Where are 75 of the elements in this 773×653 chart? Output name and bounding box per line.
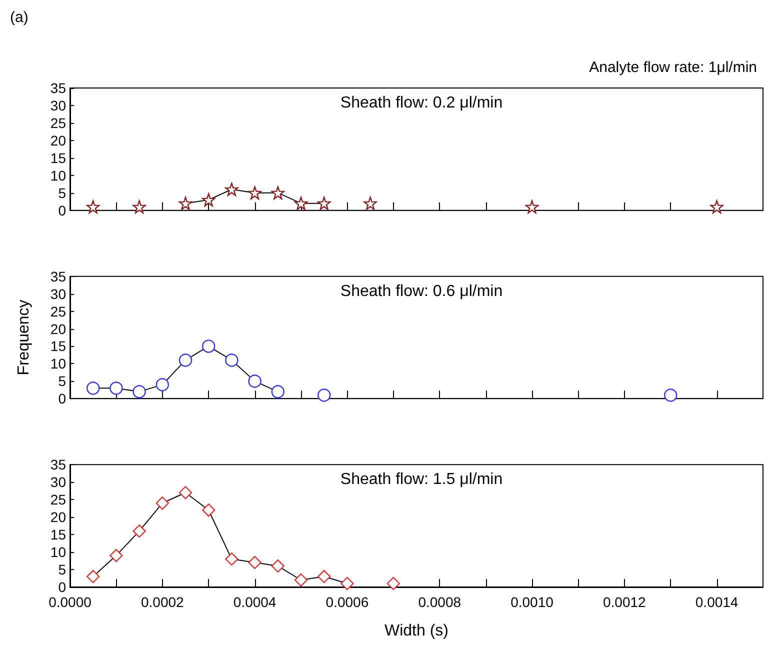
y-tick-label: 5 <box>58 373 66 390</box>
point <box>318 570 331 584</box>
y-tick-label: 25 <box>50 303 66 320</box>
point <box>178 486 192 500</box>
point <box>525 200 539 214</box>
point <box>225 552 238 566</box>
point <box>202 193 216 206</box>
y-axis-title: Frequency <box>16 300 32 376</box>
y-tick-label: 0 <box>58 390 66 407</box>
y-tick-label: 5 <box>58 562 66 578</box>
chart-title: Sheath flow: 1.5 μl/min <box>340 471 503 488</box>
point <box>318 196 331 210</box>
y-tick-label: 25 <box>50 492 66 508</box>
x-tick-label: 0.0010 <box>510 594 554 610</box>
point <box>271 385 284 398</box>
point <box>386 576 400 590</box>
point <box>156 496 169 510</box>
y-tick-label: 0 <box>58 202 66 218</box>
y-tick-label: 35 <box>50 456 66 473</box>
y-tick-label: 30 <box>50 474 66 490</box>
point <box>225 354 238 367</box>
point <box>271 186 284 200</box>
y-tick-label: 10 <box>50 167 66 184</box>
y-tick-label: 30 <box>50 286 66 302</box>
point <box>294 196 308 210</box>
point <box>132 524 146 538</box>
point <box>86 200 100 214</box>
point <box>132 200 146 214</box>
point <box>202 340 216 353</box>
point <box>202 504 216 517</box>
point <box>248 556 262 570</box>
y-tick-label: 0 <box>58 579 66 595</box>
y-tick-label: 20 <box>50 320 66 337</box>
point <box>156 378 169 392</box>
point <box>178 196 192 210</box>
point <box>318 388 331 402</box>
point <box>294 573 308 587</box>
y-tick-label: 15 <box>50 150 66 166</box>
text: Analyte flow rate: 1μl/min <box>589 59 758 76</box>
point <box>248 186 262 200</box>
chart-title: Sheath flow: 0.6 μl/min <box>340 282 503 300</box>
y-tick-label: 35 <box>50 268 66 284</box>
x-tick-label: 0.0002 <box>140 594 184 610</box>
point <box>110 548 123 562</box>
point <box>225 182 238 196</box>
point <box>364 196 377 210</box>
point <box>340 576 354 590</box>
chart-title: Sheath flow: 0.2 μl/min <box>340 94 503 112</box>
x-tick-label: 0.0008 <box>418 594 462 610</box>
x-tick-label: 0.0006 <box>326 594 369 610</box>
point <box>664 388 678 402</box>
point <box>86 570 100 584</box>
text: (a) <box>10 9 28 26</box>
y-tick-label: 35 <box>50 80 66 96</box>
y-tick-label: 10 <box>50 356 66 372</box>
y-tick-label: 20 <box>50 132 66 148</box>
point <box>86 382 100 395</box>
point <box>110 382 123 395</box>
point <box>132 385 146 398</box>
x-tick-label: 0.0000 <box>48 594 92 610</box>
y-tick-label: 15 <box>50 526 66 543</box>
x-tick-label: 0.0012 <box>602 594 646 610</box>
y-tick-label: 20 <box>50 509 66 526</box>
y-tick-label: 10 <box>50 544 66 560</box>
point <box>178 354 192 367</box>
y-tick-label: 25 <box>50 114 66 131</box>
y-tick-label: 5 <box>58 184 66 201</box>
y-tick-label: 15 <box>50 338 66 354</box>
x-tick-label: 0.0014 <box>695 594 738 610</box>
point <box>710 200 724 214</box>
point <box>248 374 262 388</box>
x-axis-title: Width (s) <box>384 622 448 640</box>
point <box>271 559 284 573</box>
y-tick-label: 30 <box>50 97 66 114</box>
x-tick-label: 0.0004 <box>233 594 276 610</box>
